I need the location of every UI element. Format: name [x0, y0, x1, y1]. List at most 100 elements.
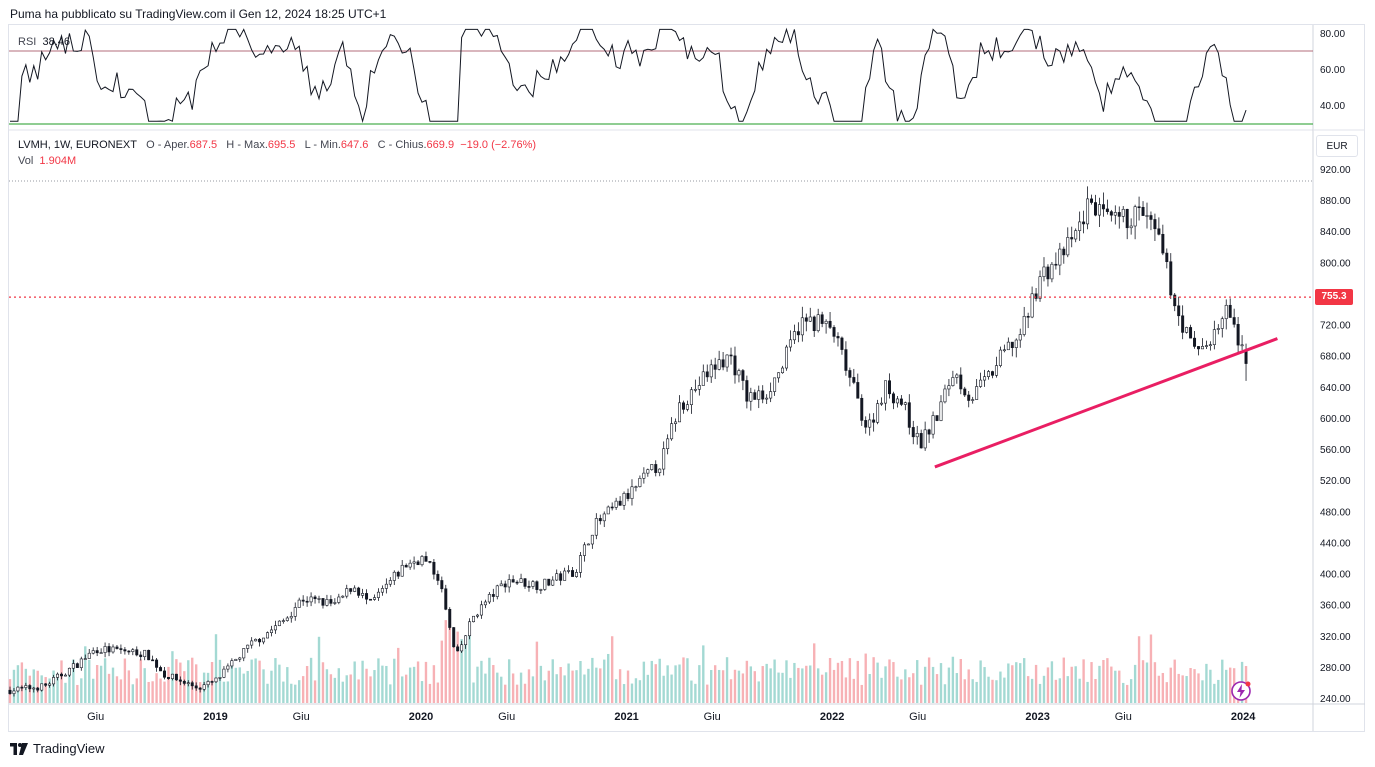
candle-body — [1046, 266, 1050, 280]
candle-body — [681, 402, 685, 410]
volume-bar — [412, 666, 416, 703]
candle-body — [428, 561, 432, 563]
candle-body — [1125, 208, 1129, 229]
candle-body — [325, 599, 329, 606]
volume-bar — [266, 683, 269, 703]
price-tick-label: 520.00 — [1320, 476, 1351, 487]
candle-body — [238, 657, 242, 660]
volume-bar — [468, 621, 471, 703]
volume-bar — [226, 681, 230, 703]
candle-body — [800, 317, 804, 336]
candle-body — [111, 646, 115, 653]
volume-bars — [8, 617, 1248, 703]
volume-bar — [519, 672, 523, 703]
support-trendline — [934, 337, 1278, 469]
candle-body — [380, 588, 384, 593]
candle-body — [911, 427, 915, 438]
candle-body — [1193, 337, 1197, 347]
currency-button[interactable]: EUR — [1316, 135, 1358, 157]
volume-bar — [155, 673, 158, 703]
volume-bar — [250, 659, 253, 703]
volume-bar — [123, 658, 127, 703]
candle-body — [575, 572, 579, 577]
volume-bar — [460, 639, 463, 703]
volume-bar — [309, 657, 313, 703]
candle-body — [622, 493, 626, 506]
volume-bar — [864, 653, 867, 703]
volume-bar — [761, 666, 764, 703]
candle-body — [876, 403, 880, 423]
volume-bar — [559, 667, 562, 703]
candle-body — [753, 392, 757, 400]
volume-bar — [1066, 676, 1069, 703]
candle-body — [313, 596, 317, 600]
candle-body — [919, 433, 923, 449]
candle-body — [444, 588, 448, 610]
volume-bar — [294, 684, 297, 703]
candle-body — [812, 316, 816, 332]
candle-body — [836, 336, 840, 339]
volume-bar — [191, 657, 194, 703]
volume-bar — [325, 669, 329, 703]
volume-bar — [1193, 669, 1196, 703]
volume-bar — [218, 659, 222, 703]
candle-body — [678, 402, 682, 423]
volume-bar — [904, 669, 907, 703]
candle-body — [975, 386, 979, 400]
lightning-icon[interactable] — [1230, 680, 1252, 702]
candle-body — [1066, 237, 1070, 256]
volume-bar — [262, 669, 265, 703]
volume-bar — [20, 662, 24, 703]
volume-bar — [1221, 659, 1224, 703]
candle-body — [218, 677, 222, 679]
volume-bar — [103, 658, 107, 703]
candle-body — [499, 583, 503, 587]
volume-bar — [1213, 683, 1216, 703]
candle-body — [16, 686, 20, 692]
volume-bar — [282, 681, 285, 703]
candle-body — [420, 556, 424, 566]
candle-body — [749, 392, 753, 402]
candle-body — [713, 364, 717, 370]
time-tick-label: 2019 — [203, 711, 227, 723]
volume-label: Vol — [18, 155, 34, 167]
candle-body — [297, 599, 301, 608]
candle-body — [1074, 230, 1078, 240]
low-text: - Min. — [313, 139, 341, 151]
footer-brand[interactable]: TradingView — [10, 741, 105, 756]
volume-bar — [591, 657, 594, 703]
volume-bar — [206, 672, 210, 703]
candle-body — [709, 364, 713, 378]
candle-body — [856, 382, 860, 399]
volume-bar — [896, 676, 899, 703]
volume-bar — [286, 667, 289, 703]
volume-bar — [607, 653, 610, 703]
volume-bar — [48, 678, 51, 703]
candle-body — [1090, 198, 1094, 203]
volume-bar — [983, 667, 986, 703]
volume-bar — [1133, 664, 1137, 703]
volume-bar — [349, 674, 352, 703]
volume-bar — [472, 682, 475, 703]
price-tick-label: 240.00 — [1320, 694, 1351, 705]
volume-bar — [523, 683, 527, 703]
volume-bar — [995, 680, 998, 703]
tradingview-logo-icon — [10, 742, 28, 755]
volume-bar — [634, 678, 638, 703]
chart-frame[interactable] — [8, 24, 1365, 732]
candle-body — [396, 571, 400, 577]
volume-bar — [654, 664, 657, 703]
volume-bar — [955, 673, 959, 703]
candle-body — [872, 419, 876, 423]
candle-body — [994, 365, 998, 376]
volume-bar — [587, 668, 590, 703]
candle-body — [206, 681, 210, 686]
volume-bar — [88, 659, 91, 703]
symbol-name[interactable]: LVMH, 1W, EURONEXT — [18, 139, 137, 151]
candle-body — [198, 687, 202, 690]
candle-body — [1200, 346, 1204, 350]
volume-bar — [840, 660, 844, 703]
candle-body — [1014, 339, 1018, 348]
price-tick-label: 440.00 — [1320, 538, 1351, 549]
